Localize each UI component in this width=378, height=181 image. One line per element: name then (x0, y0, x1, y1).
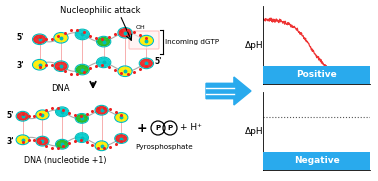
Text: DNA (nucleotide +1): DNA (nucleotide +1) (24, 156, 106, 165)
Ellipse shape (76, 30, 88, 39)
Text: Negative: Negative (294, 156, 339, 165)
Text: P: P (155, 125, 161, 131)
Ellipse shape (96, 142, 107, 150)
Ellipse shape (37, 137, 48, 145)
Text: 5': 5' (154, 58, 162, 66)
Ellipse shape (140, 59, 152, 68)
Ellipse shape (55, 62, 67, 70)
Ellipse shape (76, 65, 88, 74)
Y-axis label: ΔpH: ΔpH (245, 41, 264, 50)
Ellipse shape (116, 114, 127, 121)
Text: OH: OH (135, 25, 145, 30)
Ellipse shape (98, 37, 110, 46)
FancyBboxPatch shape (129, 31, 159, 49)
Ellipse shape (96, 106, 107, 114)
Ellipse shape (119, 29, 131, 37)
Text: DNA: DNA (51, 84, 69, 93)
Text: 3': 3' (16, 62, 24, 71)
Text: P: P (167, 125, 173, 131)
Text: 3': 3' (6, 136, 14, 146)
Ellipse shape (17, 136, 28, 144)
Text: +: + (137, 121, 147, 134)
Ellipse shape (55, 34, 67, 42)
Ellipse shape (98, 58, 110, 67)
Text: 5': 5' (6, 110, 14, 119)
Text: Incoming dGTP: Incoming dGTP (165, 39, 219, 45)
FancyArrow shape (206, 77, 251, 105)
Ellipse shape (116, 135, 127, 142)
Ellipse shape (57, 108, 68, 116)
FancyBboxPatch shape (263, 152, 370, 170)
Ellipse shape (140, 37, 152, 45)
Ellipse shape (34, 35, 46, 43)
Text: + H⁺: + H⁺ (180, 123, 202, 132)
Ellipse shape (76, 134, 87, 141)
Ellipse shape (17, 112, 28, 120)
Ellipse shape (57, 140, 68, 148)
Ellipse shape (76, 115, 87, 122)
FancyBboxPatch shape (263, 66, 370, 84)
Text: 5': 5' (16, 33, 24, 43)
Ellipse shape (119, 67, 131, 75)
Text: Nucleophilic attack: Nucleophilic attack (60, 6, 140, 15)
Y-axis label: ΔpH: ΔpH (245, 127, 264, 136)
Text: Pyrosphosphate: Pyrosphosphate (135, 144, 193, 150)
Text: Positive: Positive (296, 70, 337, 79)
Ellipse shape (34, 61, 46, 69)
Ellipse shape (37, 111, 48, 119)
